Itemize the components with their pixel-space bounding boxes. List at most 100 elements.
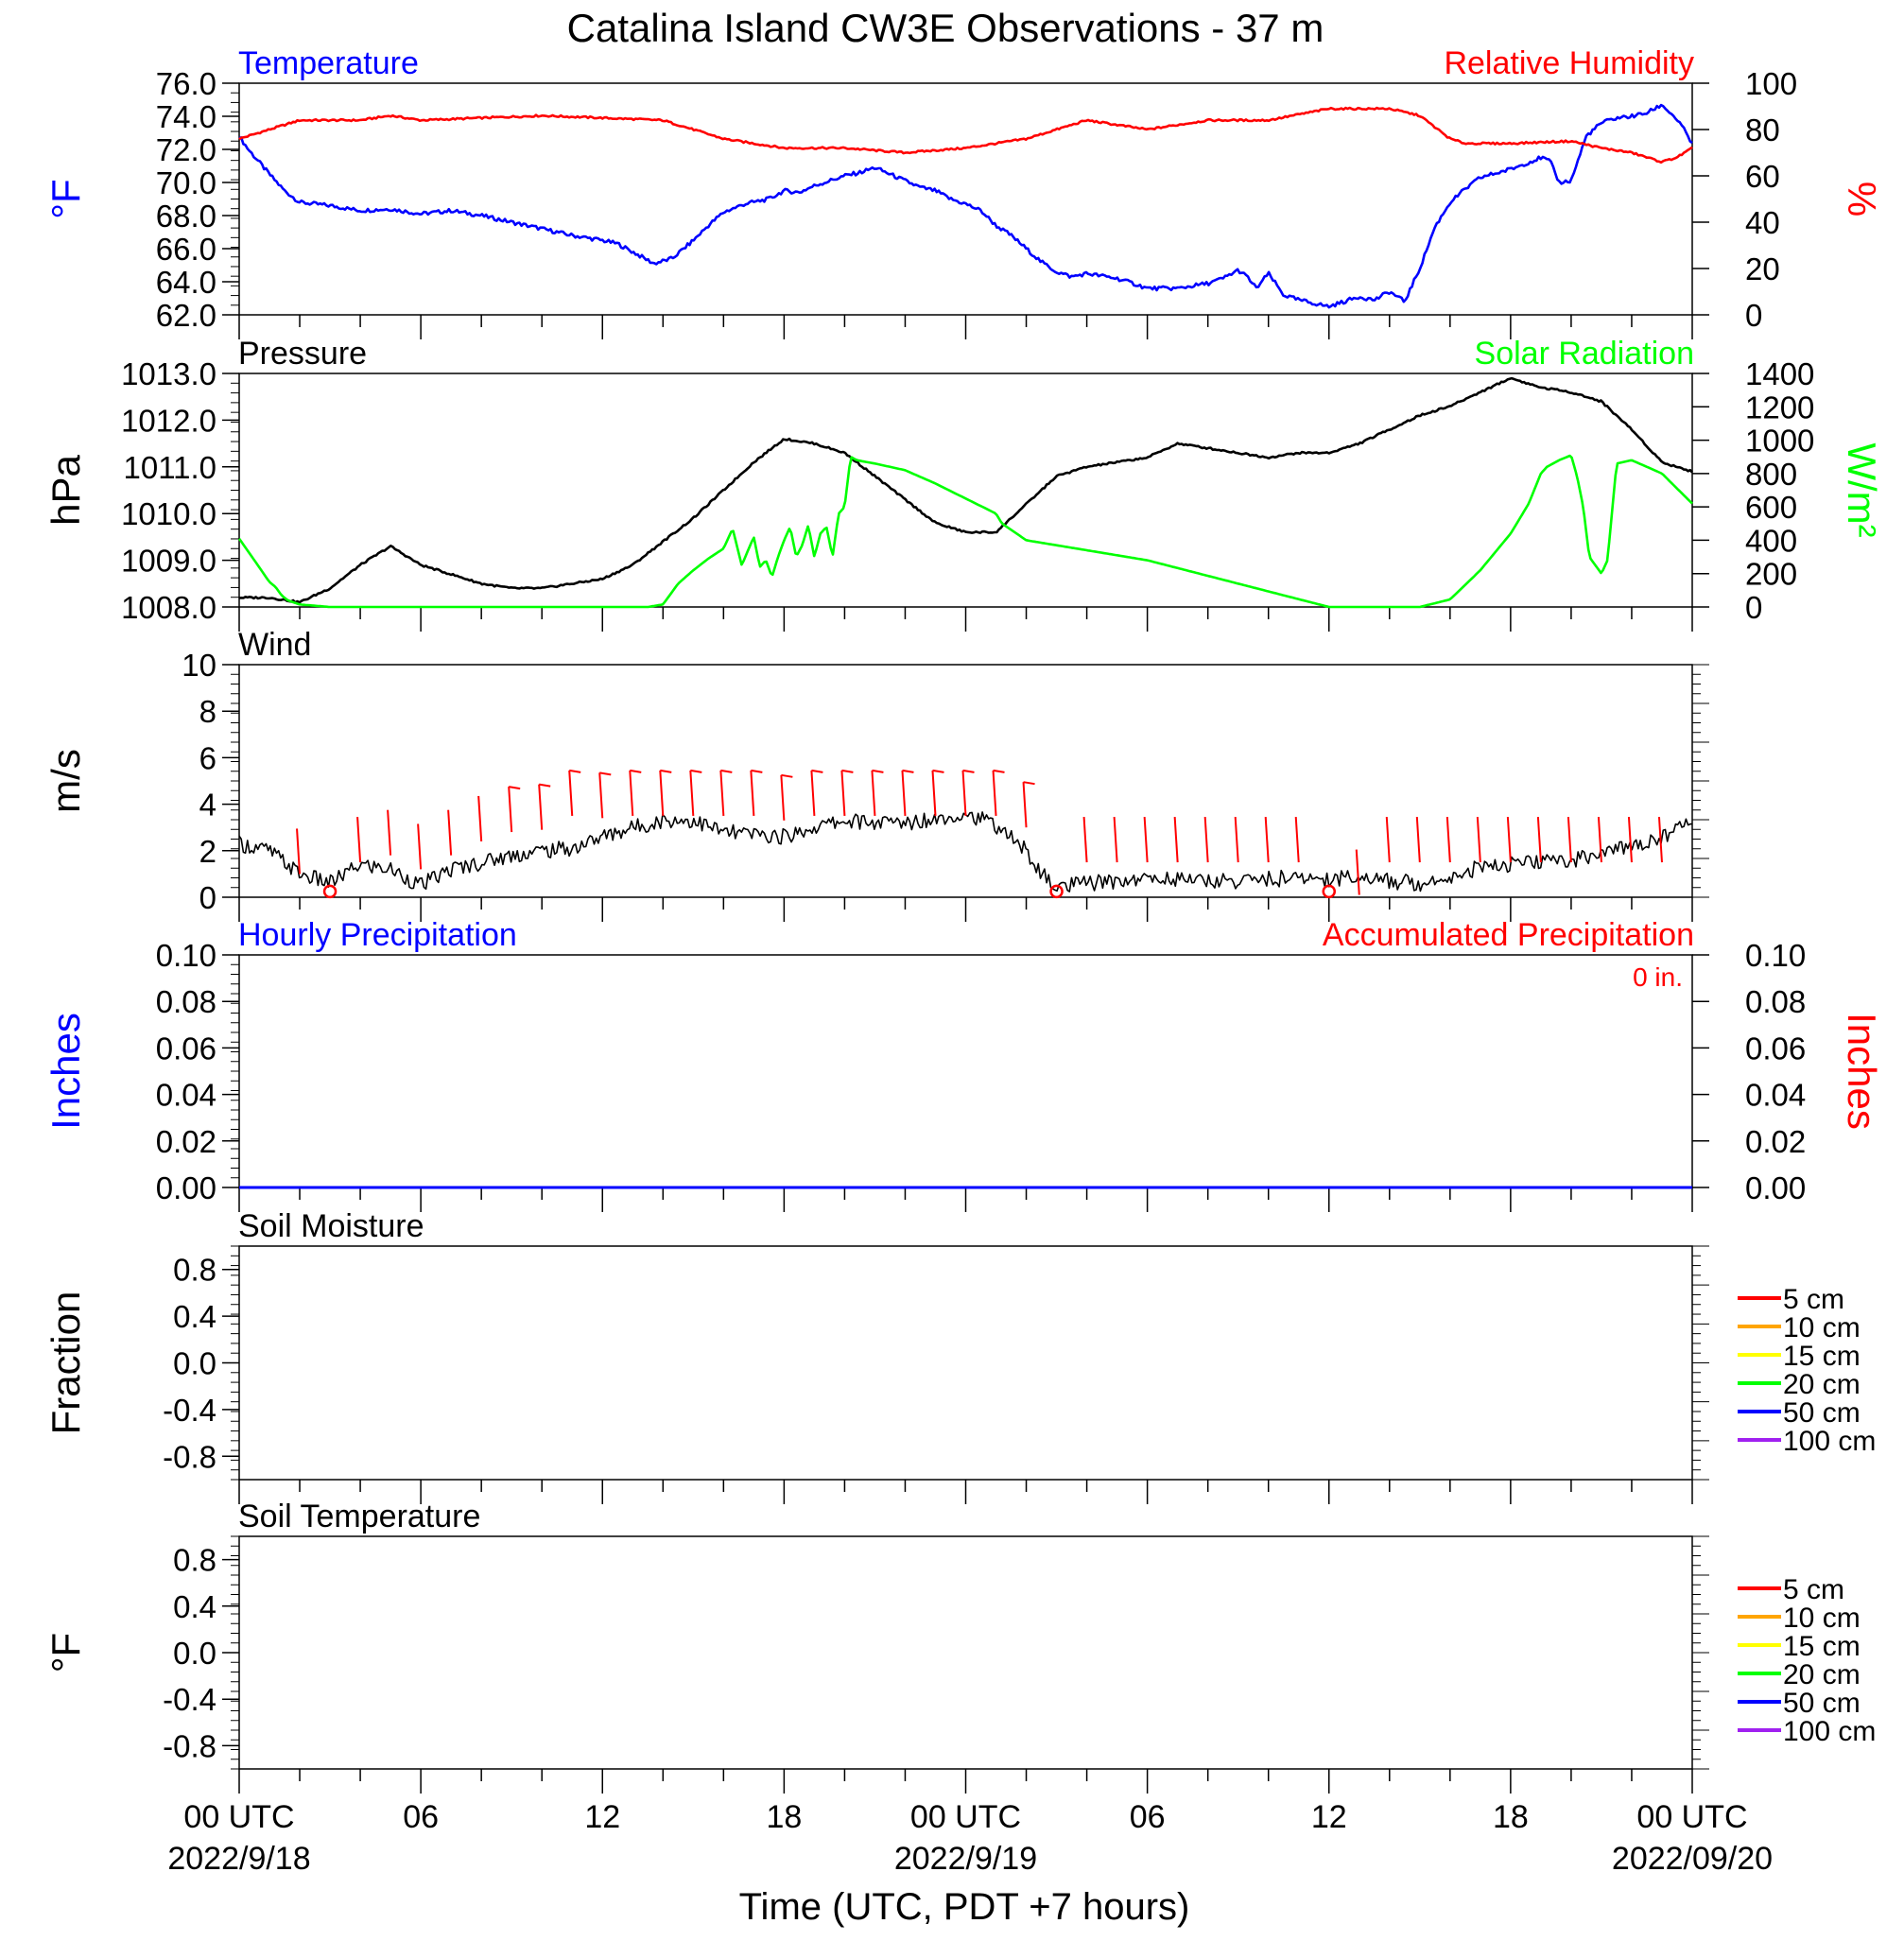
- wind-barb-flag: [872, 769, 884, 773]
- panel-pressure-solar: 1008.0 1009.0 1010.0 1011.0 1012.0 1013.0 0200…: [43, 336, 1884, 632]
- y-tick-label-right: 1400: [1745, 356, 1814, 391]
- panel-label-right: Relative Humidity: [1444, 45, 1694, 81]
- x-tick-label: 06: [403, 1799, 439, 1835]
- y-tick-label-left: 0.0: [173, 1346, 216, 1381]
- wind-barb-staff: [1476, 817, 1481, 863]
- wind-barb-staff: [1113, 817, 1118, 863]
- y-tick-label-left: 10: [182, 648, 216, 683]
- wind-barb-staff: [538, 784, 544, 830]
- x-tick-label: 00 UTC: [1636, 1799, 1747, 1835]
- wind-barb-flag: [1023, 781, 1035, 786]
- wind-barb-flag: [599, 771, 612, 776]
- wind-barb-staff: [992, 770, 997, 816]
- y-tick-label-left: 64.0: [156, 265, 216, 300]
- x-tick-label: 18: [766, 1799, 802, 1835]
- legend-label: 10 cm: [1783, 1312, 1861, 1343]
- y-tick-label-left: 1008.0: [121, 590, 216, 625]
- wind-barb-staff: [1385, 817, 1391, 863]
- wind-barb-staff: [1294, 817, 1300, 863]
- y-tick-label-left: 66.0: [156, 232, 216, 267]
- wind-barb-staff: [568, 770, 574, 816]
- legend-label: 5 cm: [1783, 1574, 1844, 1605]
- wind-barb-flag: [962, 769, 975, 773]
- x-tick-label: 00 UTC: [910, 1799, 1021, 1835]
- wind-barb-flag: [690, 769, 702, 773]
- x-tick-date: 2022/9/19: [894, 1841, 1037, 1877]
- y-tick-label-left: 0.8: [173, 1543, 216, 1578]
- panel-precipitation: 0.00 0.02 0.04 0.06 0.08 0.10 0.00 0.02 0.04 0.06…: [43, 917, 1884, 1212]
- y-tick-label-left: 1011.0: [124, 450, 216, 485]
- y-tick-label-left: 0.0: [173, 1636, 216, 1671]
- panel-label-left: Temperature: [238, 45, 419, 81]
- y-tick-label-left: -0.4: [163, 1393, 216, 1428]
- x-tick-label: 06: [1130, 1799, 1166, 1835]
- y-tick-label-right: 100: [1745, 66, 1797, 101]
- y-tick-label-left: 0: [199, 880, 216, 915]
- wind-barb-staff: [447, 809, 453, 856]
- y-tick-label-left: 0.4: [173, 1299, 216, 1334]
- legend-label: 100 cm: [1783, 1426, 1876, 1457]
- y-tick-label-left: 2: [199, 834, 216, 869]
- panel-wind: 0 2 4 6 8 10 Wind m/s: [43, 627, 1709, 922]
- x-tick-date: 2022/9/18: [167, 1841, 310, 1877]
- wind-barb-staff: [931, 770, 937, 816]
- legend-label: 50 cm: [1783, 1688, 1861, 1719]
- series-line-right: [238, 106, 1693, 165]
- panel-label-left: Soil Moisture: [238, 1208, 424, 1244]
- y-axis-title-right: W/m²: [1840, 442, 1884, 537]
- wind-barb-staff: [810, 770, 816, 816]
- wind-barb-flag: [841, 769, 854, 773]
- wind-barb-flag: [509, 786, 521, 790]
- panel-temperature-humidity: 62.064.066.068.070.072.074.076.0 0 20 40 60 8…: [43, 45, 1884, 339]
- y-axis-title-left: Inches: [43, 1013, 88, 1130]
- y-tick-label-left: 70.0: [156, 165, 216, 200]
- wind-barb-staff: [961, 770, 967, 816]
- y-tick-label-left: 1012.0: [121, 403, 216, 438]
- wind-barb-flag: [781, 773, 793, 778]
- y-tick-label-right: 0.02: [1745, 1124, 1806, 1159]
- y-tick-label-right: 400: [1745, 523, 1797, 558]
- wind-barb-staff: [387, 809, 392, 856]
- legend-label: 100 cm: [1783, 1716, 1876, 1747]
- y-tick-label-left: 0.02: [156, 1124, 216, 1159]
- panel-label-right: Solar Radiation: [1475, 336, 1694, 372]
- y-axis-title-left: Fraction: [43, 1291, 88, 1435]
- y-tick-label-left: 0.4: [173, 1589, 216, 1624]
- y-tick-label-right: 0: [1745, 590, 1762, 625]
- wind-barb-flag: [993, 769, 1005, 773]
- wind-barb-staff: [1536, 817, 1542, 863]
- y-tick-label-left: 72.0: [156, 132, 216, 167]
- y-tick-label-right: 20: [1745, 251, 1780, 286]
- legend-label: 20 cm: [1783, 1659, 1861, 1690]
- y-tick-label-left: -0.4: [163, 1682, 216, 1717]
- wind-barb-staff: [1627, 817, 1633, 863]
- wind-barb-staff: [296, 828, 302, 875]
- y-tick-label-right: 0.06: [1745, 1031, 1806, 1066]
- y-tick-label-left: 1010.0: [121, 496, 216, 531]
- y-tick-label-left: -0.8: [163, 1439, 216, 1474]
- calm-wind-marker: [322, 884, 338, 899]
- wind-barb-flag: [751, 769, 763, 773]
- y-tick-label-right: 60: [1745, 159, 1780, 194]
- wind-barb-staff: [1082, 817, 1088, 863]
- wind-barb-staff: [780, 774, 786, 821]
- y-tick-label-left: 0.10: [156, 938, 216, 973]
- calm-wind-marker: [1049, 884, 1064, 899]
- x-tick-label: 12: [1311, 1799, 1347, 1835]
- y-tick-label-right: 1200: [1745, 390, 1814, 425]
- y-tick-label-right: 600: [1745, 490, 1797, 525]
- x-tick-label: 00 UTC: [183, 1799, 294, 1835]
- wind-barb-staff: [417, 823, 423, 870]
- y-tick-label-left: 6: [199, 740, 216, 775]
- wind-barb-staff: [1143, 817, 1149, 863]
- wind-barb-staff: [1355, 849, 1360, 895]
- y-tick-label-left: 0.04: [156, 1078, 216, 1113]
- legend-label: 20 cm: [1783, 1369, 1861, 1400]
- y-axis-title-left: °F: [43, 179, 88, 218]
- wind-barb-flag: [720, 769, 733, 773]
- legend-label: 15 cm: [1783, 1631, 1861, 1662]
- panel-label-left: Wind: [238, 627, 311, 663]
